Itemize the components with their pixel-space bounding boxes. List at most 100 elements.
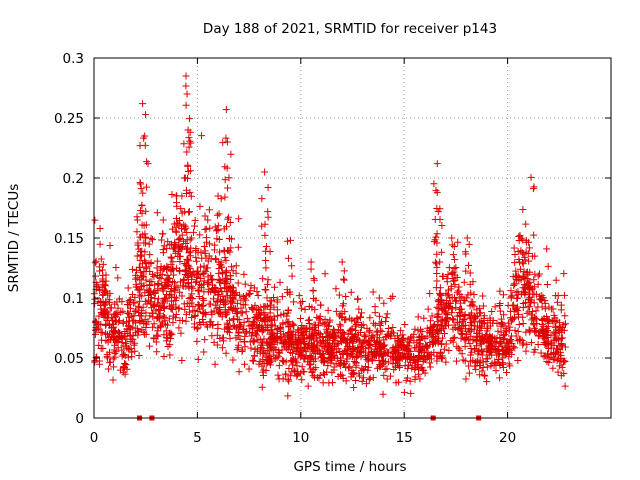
data-point — [182, 262, 190, 270]
data-point — [360, 374, 368, 382]
data-point — [392, 355, 400, 363]
data-point — [185, 270, 193, 278]
data-point — [141, 248, 149, 256]
data-point — [433, 239, 441, 247]
data-point — [286, 290, 294, 298]
data-point — [267, 338, 275, 346]
data-point — [433, 310, 441, 318]
data-point — [456, 313, 464, 321]
data-point — [320, 371, 328, 379]
data-point — [288, 349, 296, 357]
data-point — [268, 321, 276, 329]
data-point — [496, 339, 504, 347]
data-point — [200, 277, 208, 285]
data-point — [362, 337, 370, 345]
data-point — [276, 334, 284, 342]
data-point — [506, 323, 514, 331]
data-point — [192, 253, 200, 261]
data-point — [338, 333, 346, 341]
data-point — [374, 364, 382, 372]
data-point — [279, 320, 287, 328]
data-point — [431, 215, 439, 223]
data-point — [467, 321, 475, 329]
data-point — [285, 365, 293, 373]
data-point — [428, 312, 436, 320]
data-point — [183, 236, 191, 244]
data-point — [525, 257, 533, 265]
data-point — [500, 332, 508, 340]
data-point — [395, 364, 403, 372]
data-point — [210, 295, 218, 303]
data-point — [218, 268, 226, 276]
data-point — [126, 337, 134, 345]
data-point — [283, 237, 291, 245]
data-point — [298, 363, 306, 371]
data-point — [463, 234, 471, 242]
data-point — [215, 288, 223, 296]
data-point — [159, 284, 167, 292]
data-point — [203, 238, 211, 246]
data-point — [270, 303, 278, 311]
data-point — [467, 358, 475, 366]
data-point — [260, 309, 268, 317]
data-point — [448, 305, 456, 313]
data-point — [479, 319, 487, 327]
data-point — [197, 248, 205, 256]
data-point — [120, 342, 128, 350]
data-point — [364, 357, 372, 365]
data-point — [131, 299, 139, 307]
data-point — [380, 349, 388, 357]
data-point — [184, 126, 192, 134]
data-point — [201, 249, 209, 257]
data-point — [280, 339, 288, 347]
data-point — [370, 349, 378, 357]
data-point — [291, 338, 299, 346]
data-point — [293, 362, 301, 370]
data-point — [142, 276, 150, 284]
data-point — [141, 289, 149, 297]
data-point — [258, 383, 266, 391]
data-point — [417, 333, 425, 341]
data-point — [488, 308, 496, 316]
y-tick-label: 0.2 — [63, 171, 84, 187]
data-point — [314, 337, 322, 345]
data-point — [158, 270, 166, 278]
data-point — [183, 148, 191, 156]
data-point — [532, 290, 540, 298]
data-point — [544, 331, 552, 339]
data-point — [191, 222, 199, 230]
data-point — [197, 274, 205, 282]
data-point — [209, 321, 217, 329]
data-point — [141, 239, 149, 247]
data-point — [336, 354, 344, 362]
data-point — [185, 208, 193, 216]
data-point — [318, 357, 326, 365]
data-point — [223, 284, 231, 292]
data-point — [347, 288, 355, 296]
data-point — [560, 369, 568, 377]
data-point — [168, 305, 176, 313]
data-point — [99, 266, 107, 274]
data-point — [465, 261, 473, 269]
data-point — [135, 352, 143, 360]
data-point — [561, 382, 569, 390]
data-point — [143, 320, 151, 328]
data-point — [175, 236, 183, 244]
data-point — [310, 276, 318, 284]
data-point — [112, 263, 120, 271]
data-point — [346, 314, 354, 322]
data-point — [106, 358, 114, 366]
data-point — [182, 190, 190, 198]
data-point — [264, 317, 272, 325]
data-point — [289, 361, 297, 369]
data-point — [220, 301, 228, 309]
data-point — [221, 306, 229, 314]
data-point — [175, 267, 183, 275]
data-point — [153, 257, 161, 265]
data-point — [465, 369, 473, 377]
data-point — [191, 312, 199, 320]
data-point — [230, 315, 238, 323]
data-point — [389, 359, 397, 367]
data-point — [155, 310, 163, 318]
data-point — [175, 220, 183, 228]
